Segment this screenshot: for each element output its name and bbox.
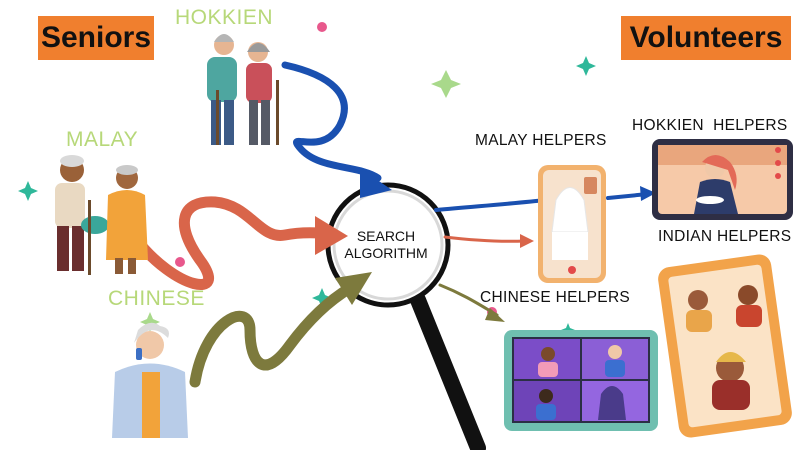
magnifying-glass-icon bbox=[325, 182, 486, 450]
language-label-chinese: CHINESE bbox=[108, 287, 205, 310]
hokkien-helper-tablet bbox=[652, 139, 793, 220]
sparkle-icon bbox=[18, 181, 38, 201]
group-call-tablet bbox=[504, 330, 658, 431]
indian-helper-tablet bbox=[658, 254, 792, 438]
hokkien-seniors-illustration bbox=[207, 34, 279, 145]
arrow-search-to-group-call bbox=[438, 283, 505, 322]
arrow-search-to-malay-helpers bbox=[434, 198, 547, 212]
pink-dot-icon bbox=[175, 257, 185, 267]
sparkle-icon bbox=[431, 70, 461, 98]
helpers-label-hokkien: HOKKIEN HELPERS bbox=[632, 117, 788, 134]
volunteers-tag: Volunteers bbox=[621, 16, 791, 60]
language-label-malay: MALAY bbox=[66, 128, 139, 151]
arrow-chinese-to-search bbox=[189, 272, 372, 388]
search-label-line-2: ALGORITHM bbox=[344, 245, 428, 261]
sparkle-icon bbox=[312, 288, 332, 308]
malay-helper-phone bbox=[538, 165, 606, 283]
search-algorithm-label: SEARCH ALGORITHM bbox=[338, 228, 434, 262]
chinese-senior-illustration bbox=[112, 322, 188, 438]
arrow-hokkien-to-search bbox=[281, 61, 392, 198]
arrow-malay-to-search bbox=[129, 196, 348, 290]
arrow-search-to-chinese-helpers bbox=[443, 234, 534, 248]
language-label-hokkien: HOKKIEN bbox=[175, 6, 274, 29]
sparkle-icon bbox=[576, 56, 596, 76]
helpers-label-indian: INDIAN HELPERS bbox=[658, 228, 792, 245]
pink-dot-icon bbox=[317, 22, 327, 32]
search-label-line-1: SEARCH bbox=[356, 228, 416, 244]
arrow-search-to-hokkien-helpers bbox=[606, 186, 656, 201]
helpers-label-malay: MALAY HELPERS bbox=[475, 132, 607, 149]
sparkle-icon bbox=[140, 312, 160, 332]
seniors-tag: Seniors bbox=[38, 16, 154, 60]
malay-seniors-illustration bbox=[55, 155, 148, 275]
helpers-label-chinese: CHINESE HELPERS bbox=[480, 289, 631, 306]
